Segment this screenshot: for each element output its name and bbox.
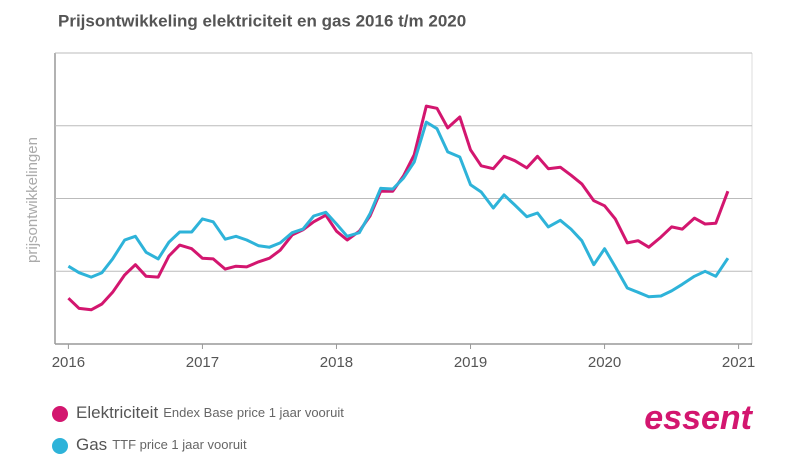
x-tick-label: 2016 <box>52 354 85 371</box>
y-axis-label: prijsontwikkelingen <box>24 137 41 263</box>
legend-label: Elektriciteit Endex Base price 1 jaar voo… <box>76 403 344 422</box>
series-line <box>67 104 730 312</box>
x-tick-label: 2021 <box>722 354 755 371</box>
legend-name: Elektriciteit <box>76 403 158 422</box>
x-tick-label: 2019 <box>454 354 487 371</box>
chart-title: Prijsontwikkeling elektriciteit en gas 2… <box>58 11 466 30</box>
legend-name: Gas <box>76 435 107 454</box>
legend-marker <box>52 406 68 422</box>
brand-logo: essent <box>644 399 753 437</box>
series-line <box>67 120 730 299</box>
legend-label: Gas TTF price 1 jaar vooruit <box>76 435 247 454</box>
x-tick-label: 2020 <box>588 354 621 371</box>
x-tick-label: 2018 <box>320 354 353 371</box>
legend-description: Endex Base price 1 jaar vooruit <box>163 405 344 420</box>
x-tick-label: 2017 <box>186 354 219 371</box>
legend-marker <box>52 438 68 454</box>
legend-description: TTF price 1 jaar vooruit <box>112 437 247 452</box>
